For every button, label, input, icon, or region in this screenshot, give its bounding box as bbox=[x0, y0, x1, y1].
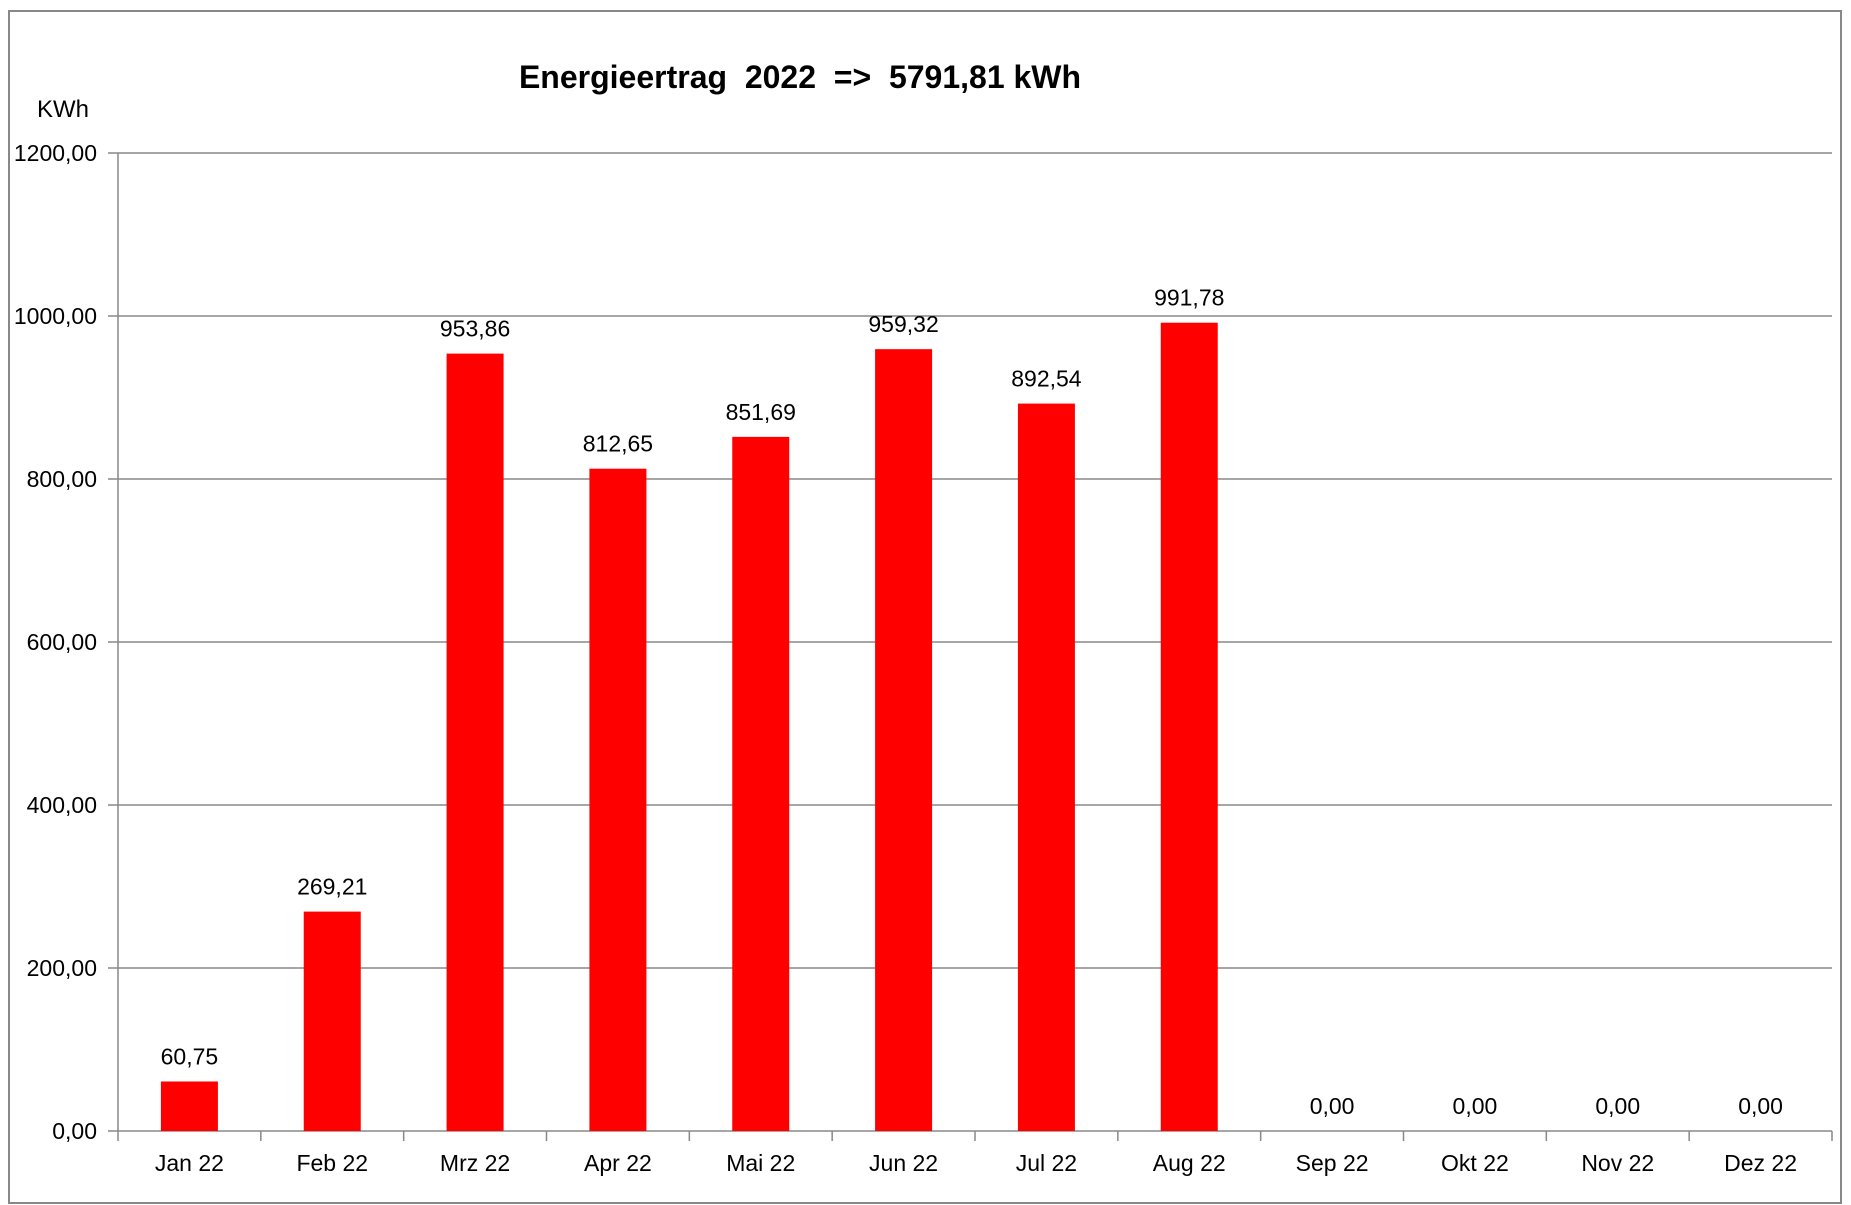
bar bbox=[1160, 322, 1218, 1131]
data-label: 959,32 bbox=[868, 311, 938, 337]
bar bbox=[732, 436, 790, 1131]
y-tick-label: 600,00 bbox=[27, 629, 97, 655]
x-tick-label: Jun 22 bbox=[869, 1150, 938, 1176]
y-tick-label: 1200,00 bbox=[14, 140, 97, 166]
data-label: 0,00 bbox=[1453, 1093, 1498, 1119]
bar bbox=[875, 349, 933, 1132]
y-axis-unit-label: KWh bbox=[37, 96, 89, 123]
data-label: 60,75 bbox=[161, 1043, 219, 1069]
gridlines bbox=[118, 152, 1832, 969]
data-label: 269,21 bbox=[297, 874, 367, 900]
data-label: 0,00 bbox=[1595, 1093, 1640, 1119]
x-tick-label: Feb 22 bbox=[296, 1150, 368, 1176]
data-label: 991,78 bbox=[1154, 285, 1224, 311]
x-tick-label: Jul 22 bbox=[1016, 1150, 1077, 1176]
bar bbox=[1017, 403, 1075, 1131]
labels: 0,00 200,00 400,00 600,00 800,00 1000,00 1200,… bbox=[14, 140, 1797, 1176]
y-tick-label: 0,00 bbox=[52, 1118, 97, 1144]
data-label: 953,86 bbox=[440, 316, 510, 342]
x-tick-label: Aug 22 bbox=[1153, 1150, 1226, 1176]
data-label: 0,00 bbox=[1310, 1093, 1355, 1119]
x-tick-label: Mrz 22 bbox=[440, 1150, 510, 1176]
data-label: 851,69 bbox=[726, 399, 796, 425]
x-tick-label: Nov 22 bbox=[1581, 1150, 1654, 1176]
bar bbox=[160, 1081, 218, 1131]
x-tick-label: Sep 22 bbox=[1296, 1150, 1369, 1176]
axes bbox=[108, 152, 1833, 1141]
data-label: 0,00 bbox=[1738, 1093, 1783, 1119]
y-tick-label: 800,00 bbox=[27, 466, 97, 492]
x-tick-label: Okt 22 bbox=[1441, 1150, 1509, 1176]
data-label: 892,54 bbox=[1011, 366, 1082, 392]
x-tick-label: Mai 22 bbox=[726, 1150, 795, 1176]
data-label: 812,65 bbox=[583, 431, 653, 457]
x-tick-label: Jan 22 bbox=[155, 1150, 224, 1176]
bars bbox=[160, 322, 1218, 1132]
y-tick-label: 400,00 bbox=[27, 792, 97, 818]
x-tick-label: Apr 22 bbox=[584, 1150, 652, 1176]
bar bbox=[446, 353, 504, 1131]
bar bbox=[589, 468, 647, 1131]
y-tick-label: 200,00 bbox=[27, 955, 97, 981]
bar bbox=[303, 911, 361, 1131]
x-tick-label: Dez 22 bbox=[1724, 1150, 1797, 1176]
chart-title: Energieertrag 2022 => 5791,81 kWh bbox=[519, 59, 1081, 95]
y-tick-label: 1000,00 bbox=[14, 303, 97, 329]
